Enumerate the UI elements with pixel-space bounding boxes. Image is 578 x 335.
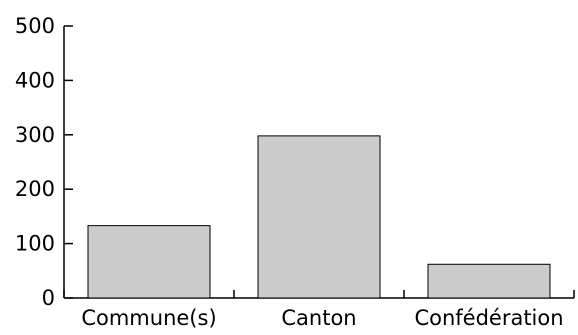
y-tick-label: 100 xyxy=(15,232,55,256)
bars xyxy=(87,135,551,299)
y-axis: 0 100 200 300 400 500 xyxy=(15,14,73,310)
bar-1 xyxy=(257,135,381,299)
x-ticks: Commune(s) Canton Confédération xyxy=(63,290,575,330)
y-tick-label: 0 xyxy=(42,286,55,310)
y-ticks: 0 100 200 300 400 500 xyxy=(15,14,73,310)
x-category-label: Commune(s) xyxy=(81,306,216,330)
x-category-label: Confédération xyxy=(414,306,563,330)
y-tick-label: 500 xyxy=(15,14,55,38)
y-tick-label: 400 xyxy=(15,68,55,92)
y-tick-label: 300 xyxy=(15,123,55,147)
bar-2 xyxy=(427,263,551,299)
bar-0 xyxy=(87,225,211,299)
x-category-label: Canton xyxy=(281,306,356,330)
y-tick-label: 200 xyxy=(15,177,55,201)
